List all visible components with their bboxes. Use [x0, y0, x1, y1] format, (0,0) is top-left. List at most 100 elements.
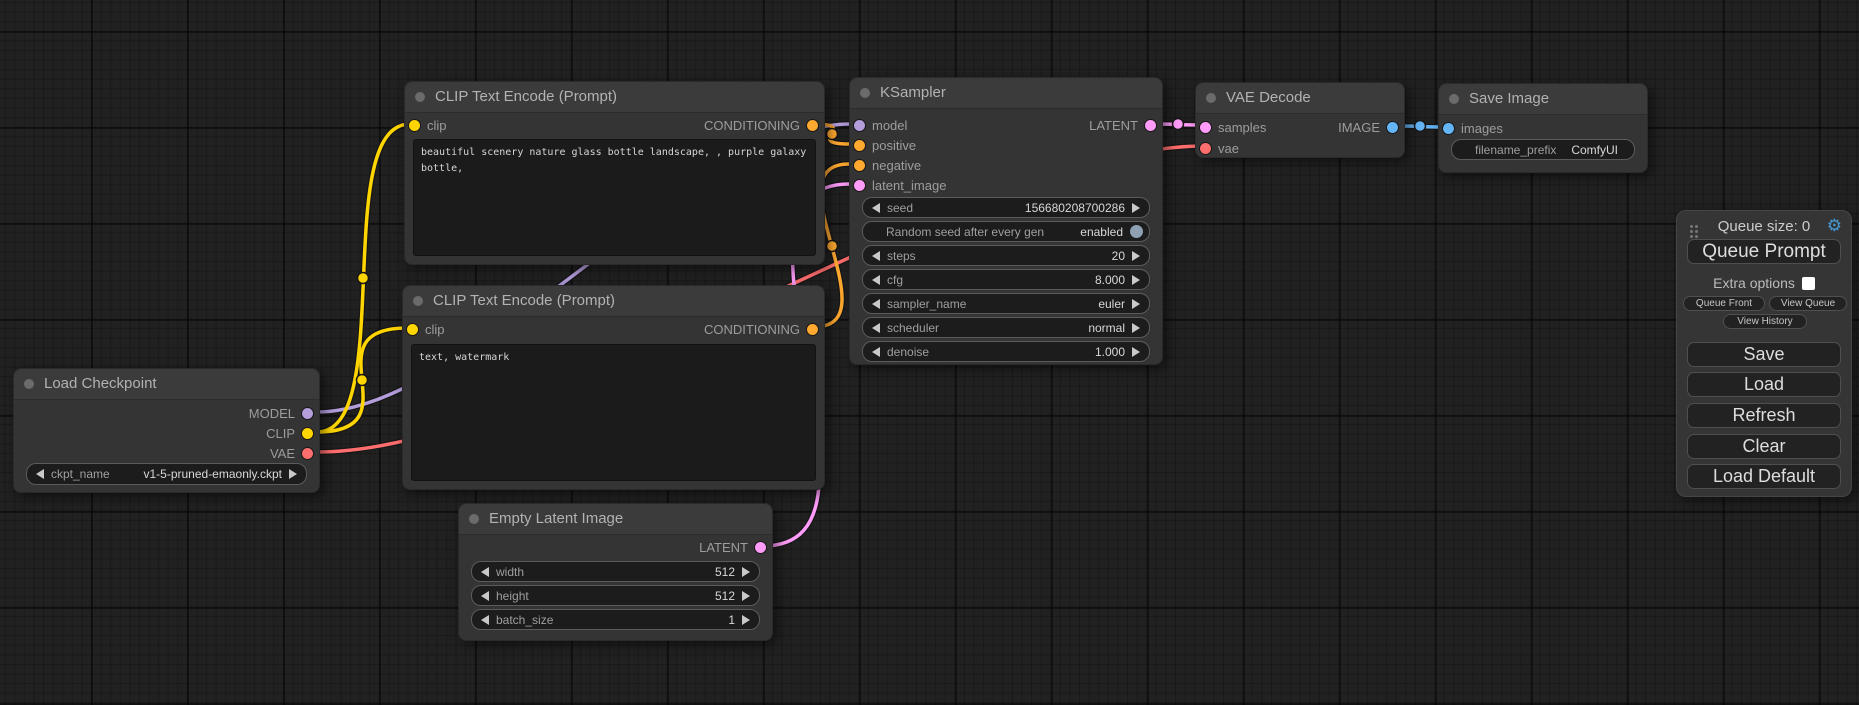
filename-prefix-widget[interactable]: filename_prefix ComfyUI — [1451, 139, 1635, 160]
input-port-latent-image[interactable]: latent_image — [854, 175, 946, 195]
node-empty-latent-image[interactable]: Empty Latent Image LATENT width 512 heig… — [458, 503, 773, 641]
port-label: CONDITIONING — [703, 321, 800, 337]
view-history-button[interactable]: View History — [1723, 314, 1807, 329]
node-clip-text-encode-positive[interactable]: CLIP Text Encode (Prompt) clip CONDITION… — [404, 81, 825, 265]
prev-value-icon[interactable] — [36, 469, 44, 479]
increment-icon[interactable] — [742, 590, 750, 601]
prev-value-icon[interactable] — [872, 322, 880, 333]
conditioning-port-dot-icon[interactable] — [854, 159, 865, 171]
node-vae-decode[interactable]: VAE Decode samples vae IMAGE — [1195, 82, 1405, 158]
model-port-dot-icon[interactable] — [302, 407, 313, 419]
latent-port-dot-icon[interactable] — [854, 179, 865, 191]
input-port-samples[interactable]: samples — [1200, 117, 1266, 137]
node-collapse-dot[interactable] — [860, 88, 870, 98]
node-collapse-dot[interactable] — [1206, 93, 1216, 103]
cfg-widget[interactable]: cfg 8.000 — [862, 269, 1150, 290]
next-value-icon[interactable] — [1132, 322, 1140, 333]
decrement-icon[interactable] — [481, 614, 489, 625]
node-save-image[interactable]: Save Image images filename_prefix ComfyU… — [1438, 83, 1648, 173]
conditioning-port-dot-icon[interactable] — [854, 139, 865, 151]
decrement-icon[interactable] — [872, 274, 880, 285]
extra-options-checkbox[interactable] — [1801, 276, 1815, 290]
output-port-vae[interactable]: VAE — [270, 443, 313, 463]
increment-icon[interactable] — [742, 614, 750, 625]
refresh-button[interactable]: Refresh — [1687, 403, 1841, 428]
view-queue-button[interactable]: View Queue — [1769, 296, 1847, 311]
next-value-icon[interactable] — [289, 469, 297, 479]
node-collapse-dot[interactable] — [24, 379, 34, 389]
denoise-widget[interactable]: denoise 1.000 — [862, 341, 1150, 362]
node-clip-text-encode-negative[interactable]: CLIP Text Encode (Prompt) clip CONDITION… — [402, 285, 825, 490]
height-widget[interactable]: height 512 — [471, 585, 760, 606]
output-port-conditioning[interactable]: CONDITIONING — [704, 115, 818, 135]
output-port-model[interactable]: MODEL — [249, 403, 313, 423]
input-port-clip[interactable]: clip — [407, 319, 445, 339]
input-port-images[interactable]: images — [1443, 118, 1503, 138]
steps-widget[interactable]: steps 20 — [862, 245, 1150, 266]
queue-prompt-button[interactable]: Queue Prompt — [1687, 239, 1841, 264]
increment-icon[interactable] — [1132, 274, 1140, 285]
queue-front-button[interactable]: Queue Front — [1683, 296, 1765, 311]
node-ksampler[interactable]: KSampler model positive negative latent_… — [849, 77, 1163, 365]
input-port-negative[interactable]: negative — [854, 155, 921, 175]
output-port-image[interactable]: IMAGE — [1338, 117, 1398, 137]
random-seed-toggle-widget[interactable]: Random seed after every gen enabled — [862, 221, 1150, 242]
conditioning-port-dot-icon[interactable] — [807, 119, 818, 131]
input-port-model[interactable]: model — [854, 115, 907, 135]
increment-icon[interactable] — [1132, 202, 1140, 213]
settings-gear-icon[interactable]: ⚙ — [1826, 216, 1842, 235]
vae-port-dot-icon[interactable] — [1200, 142, 1211, 154]
decrement-icon[interactable] — [481, 566, 489, 577]
node-title-bar: VAE Decode — [1196, 83, 1404, 114]
input-port-clip[interactable]: clip — [409, 115, 447, 135]
node-title: KSampler — [880, 84, 946, 101]
batch-size-widget[interactable]: batch_size 1 — [471, 609, 760, 630]
node-collapse-dot[interactable] — [1449, 94, 1459, 104]
scheduler-widget[interactable]: scheduler normal — [862, 317, 1150, 338]
prev-value-icon[interactable] — [872, 298, 880, 309]
input-port-positive[interactable]: positive — [854, 135, 916, 155]
clip-port-dot-icon[interactable] — [302, 427, 313, 439]
prompt-textarea[interactable]: text, watermark — [411, 344, 816, 481]
output-port-latent[interactable]: LATENT — [699, 537, 766, 557]
decrement-icon[interactable] — [872, 346, 880, 357]
model-port-dot-icon[interactable] — [854, 119, 865, 131]
latent-port-dot-icon[interactable] — [1200, 121, 1211, 133]
latent-port-dot-icon[interactable] — [755, 541, 766, 553]
save-button[interactable]: Save — [1687, 342, 1841, 367]
load-default-button[interactable]: Load Default — [1687, 464, 1841, 489]
input-port-vae[interactable]: vae — [1200, 138, 1239, 158]
node-collapse-dot[interactable] — [415, 92, 425, 102]
vae-port-dot-icon[interactable] — [302, 447, 313, 459]
sampler-name-widget[interactable]: sampler_name euler — [862, 293, 1150, 314]
increment-icon[interactable] — [742, 566, 750, 577]
node-collapse-dot[interactable] — [469, 514, 479, 524]
decrement-icon[interactable] — [481, 590, 489, 601]
load-button[interactable]: Load — [1687, 372, 1841, 397]
ckpt-name-widget[interactable]: ckpt_name v1-5-pruned-emaonly.ckpt — [26, 463, 307, 485]
clear-button[interactable]: Clear — [1687, 434, 1841, 459]
seed-widget[interactable]: seed 156680208700286 — [862, 197, 1150, 218]
prompt-textarea[interactable]: beautiful scenery nature glass bottle la… — [413, 139, 816, 256]
width-widget[interactable]: width 512 — [471, 561, 760, 582]
toggle-enabled-icon[interactable] — [1130, 225, 1143, 238]
latent-port-dot-icon[interactable] — [1145, 119, 1156, 131]
clip-port-dot-icon[interactable] — [407, 323, 418, 335]
next-value-icon[interactable] — [1132, 298, 1140, 309]
decrement-icon[interactable] — [872, 250, 880, 261]
drag-handle-icon[interactable] — [1690, 225, 1693, 228]
increment-icon[interactable] — [1132, 250, 1140, 261]
widget-label: denoise — [887, 344, 930, 359]
decrement-icon[interactable] — [872, 202, 880, 213]
node-collapse-dot[interactable] — [413, 296, 423, 306]
output-port-conditioning[interactable]: CONDITIONING — [704, 319, 818, 339]
output-port-latent[interactable]: LATENT — [1089, 115, 1156, 135]
image-port-dot-icon[interactable] — [1443, 122, 1454, 134]
increment-icon[interactable] — [1132, 346, 1140, 357]
conditioning-port-dot-icon[interactable] — [807, 323, 818, 335]
clip-port-dot-icon[interactable] — [409, 119, 420, 131]
image-port-dot-icon[interactable] — [1387, 121, 1398, 133]
output-port-clip[interactable]: CLIP — [266, 423, 313, 443]
node-load-checkpoint[interactable]: Load Checkpoint MODEL CLIP VAE ckpt_name… — [13, 368, 320, 493]
